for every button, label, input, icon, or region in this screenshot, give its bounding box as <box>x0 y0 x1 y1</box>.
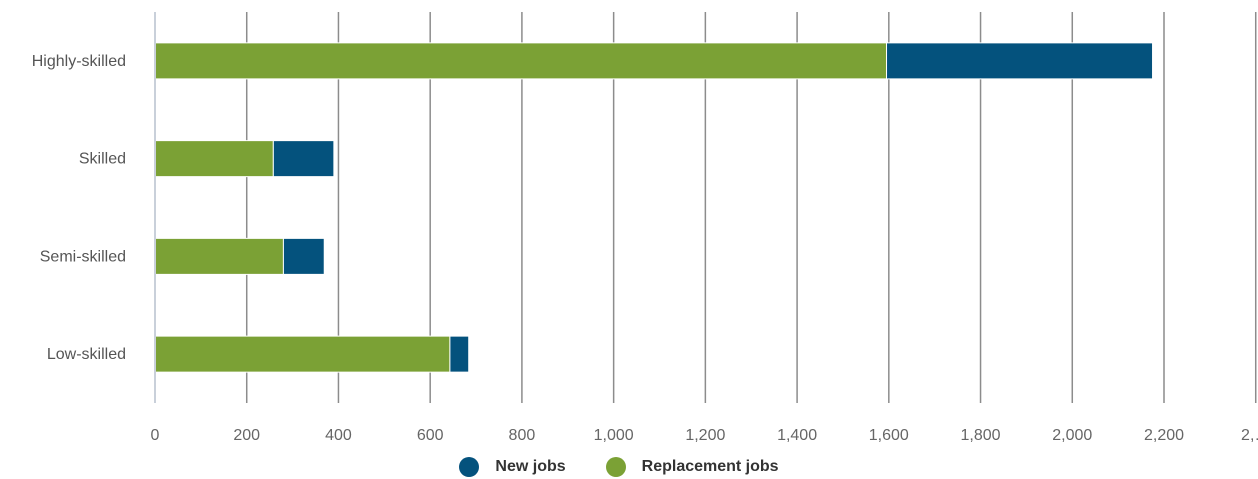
x-tick-label-800: 800 <box>509 427 536 444</box>
x-tick-label-0: 0 <box>151 427 160 444</box>
category-label-highly-skilled: Highly-skilled <box>32 53 126 70</box>
x-tick-label-1600: 1,600 <box>869 427 909 444</box>
x-tick-label-400: 400 <box>325 427 352 444</box>
legend-item-replacement-jobs[interactable]: Replacement jobs <box>605 457 779 477</box>
legend-item-new-jobs[interactable]: New jobs <box>459 457 566 477</box>
x-tick-label-1800: 1,800 <box>961 427 1001 444</box>
x-tick-label-2000: 2,000 <box>1052 427 1092 444</box>
bar-replacement-jobs-highly-skilled <box>154 42 888 80</box>
legend-swatch-new-jobs <box>459 457 480 477</box>
bar-new-jobs-skilled <box>272 140 335 178</box>
category-label-semi-skilled: Semi-skilled <box>40 248 126 265</box>
bar-replacement-jobs-low-skilled <box>154 335 451 373</box>
x-tick-label-1200: 1,200 <box>685 427 725 444</box>
bar-replacement-jobs-skilled <box>154 140 274 178</box>
x-tick-label-200: 200 <box>233 427 260 444</box>
bar-replacement-jobs-semi-skilled <box>154 237 284 275</box>
category-label-low-skilled: Low-skilled <box>47 346 126 363</box>
legend-label-replacement-jobs: Replacement jobs <box>641 458 779 475</box>
legend-swatch-replacement-jobs <box>605 457 626 477</box>
chart-legend: New jobs Replacement jobs <box>0 455 1248 479</box>
x-tick-label-600: 600 <box>417 427 444 444</box>
x-tick-label-2400: 2,… <box>1241 427 1258 444</box>
bar-new-jobs-highly-skilled <box>886 42 1154 80</box>
category-label-skilled: Skilled <box>79 151 126 168</box>
bar-new-jobs-semi-skilled <box>282 237 325 275</box>
x-tick-label-2200: 2,200 <box>1144 427 1184 444</box>
legend-label-new-jobs: New jobs <box>495 458 566 475</box>
x-tick-label-1400: 1,400 <box>777 427 817 444</box>
x-tick-label-1000: 1,000 <box>594 427 634 444</box>
bar-new-jobs-low-skilled <box>449 335 470 373</box>
chart-plot: Highly-skilled Skilled Semi-skilled Low-ski… <box>32 12 1258 444</box>
